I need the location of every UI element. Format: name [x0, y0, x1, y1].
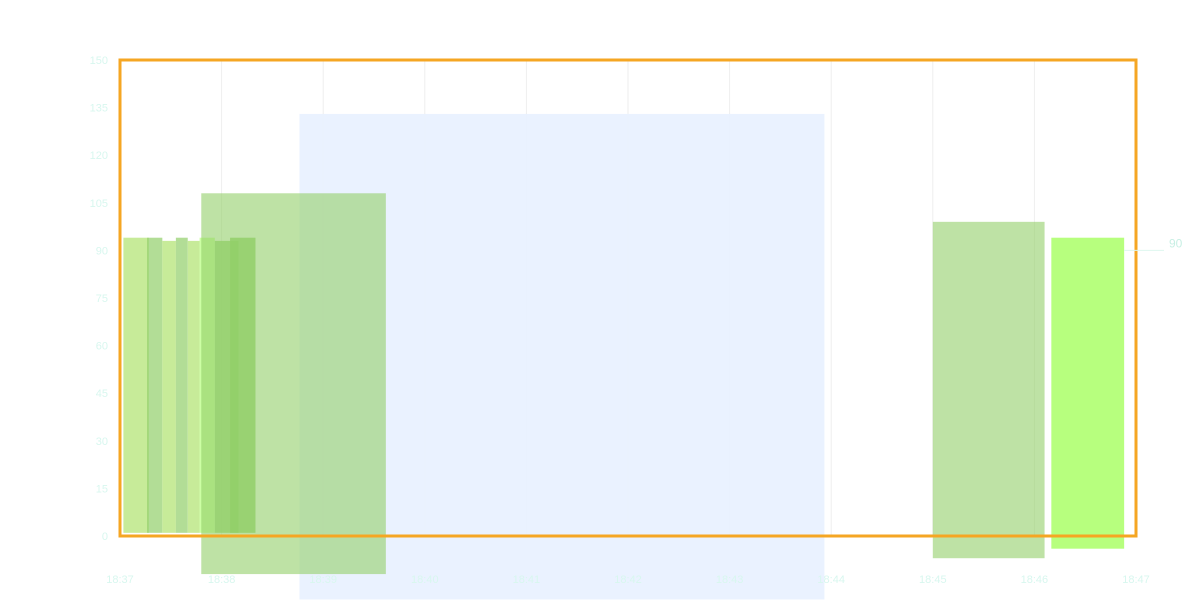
bar-0	[123, 237, 149, 533]
y-tick-label-4: 60	[96, 341, 108, 353]
y-tick-label-3: 45	[96, 388, 108, 400]
bar-1	[147, 237, 163, 533]
shaded-range-0	[299, 113, 825, 600]
y-tick-label-5: 75	[96, 293, 108, 305]
x-tick-label-4: 18:41	[513, 574, 541, 586]
bar-2	[162, 240, 176, 533]
annotation-label-0: 90	[1169, 236, 1183, 250]
x-tick-label-8: 18:45	[919, 574, 947, 586]
y-tick-label-10: 150	[90, 55, 108, 67]
x-tick-label-7: 18:44	[817, 574, 845, 586]
x-tick-label-2: 18:39	[309, 574, 337, 586]
y-tick-label-8: 120	[90, 150, 108, 162]
y-tick-label-1: 15	[96, 483, 108, 495]
x-tick-label-1: 18:38	[208, 574, 236, 586]
x-tick-label-0: 18:37	[106, 574, 134, 586]
bar-9	[932, 221, 1045, 559]
y-tick-label-0: 0	[102, 531, 108, 543]
bar-4	[187, 240, 200, 533]
x-tick-label-6: 18:43	[716, 574, 744, 586]
plot-frame	[118, 58, 1138, 538]
x-tick-label-9: 18:46	[1021, 574, 1049, 586]
y-tick-label-7: 105	[90, 198, 108, 210]
y-tick-label-9: 135	[90, 103, 108, 115]
bar-3	[175, 237, 188, 533]
bar-8	[201, 193, 386, 575]
y-tick-label-6: 90	[96, 245, 108, 257]
x-tick-label-10: 18:47	[1122, 574, 1150, 586]
x-tick-label-5: 18:42	[614, 574, 642, 586]
x-tick-label-3: 18:40	[411, 574, 439, 586]
y-tick-label-2: 30	[96, 436, 108, 448]
bar-10	[1051, 237, 1125, 549]
